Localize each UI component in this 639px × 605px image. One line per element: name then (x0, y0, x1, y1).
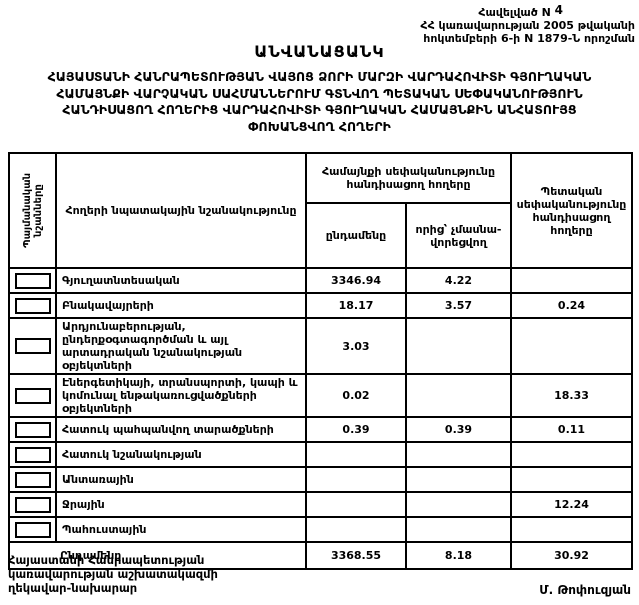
signatory-title-line-2: կառավարության աշխատակազմի (8, 567, 218, 581)
table-row: Գյուղատնտեսական 3346.94 4.22 (8, 267, 633, 294)
designation-cell: Ջրային (55, 491, 307, 518)
table-row: Հատուկ նշանակության (8, 441, 633, 468)
column-header-designation: Հողերի նպատակային նշանակությունը (55, 152, 307, 269)
symbol-cell (8, 317, 57, 375)
table-row: Հատուկ պահպանվող տարածքների 0.39 0.39 0.… (8, 416, 633, 443)
annex-line-3: հոկտեմբերի 6-ի N 1879-Ն որոշման (423, 32, 635, 45)
community-total-cell (305, 441, 407, 468)
community-total-cell (305, 491, 407, 518)
state-cell: 0.24 (510, 292, 633, 319)
symbol-cell (8, 373, 57, 418)
subtitle-line-2: ՀԱՄԱՅՆՔԻ ՎԱՐՉԱԿԱՆ ՍԱՀՄԱՆՆԵՐՈՒՄ ԳՏՆՎՈՂ ՊԵ… (56, 85, 583, 101)
symbol-cell (8, 466, 57, 493)
legend-symbol-box (14, 387, 51, 404)
community-total-cell (305, 466, 407, 493)
legend-symbol-box (14, 338, 51, 354)
designation-cell: Պահուստային (55, 516, 307, 543)
designation-cell: Արդյունաբերության, ընդերքօգտագործման և ա… (55, 317, 307, 375)
nonprivatizable-cell (405, 317, 512, 375)
legend-symbol-box (14, 471, 51, 488)
community-total-cell: 3.03 (305, 317, 407, 375)
nonprivatizable-cell: 4.22 (405, 267, 512, 294)
designation-cell: Հատուկ պահպանվող տարածքների (55, 416, 307, 443)
symbol-cell (8, 516, 57, 543)
legend-symbol-box (14, 421, 51, 438)
nonprivatizable-cell (405, 441, 512, 468)
nonprivatizable-cell: 3.57 (405, 292, 512, 319)
table-row: Էներգետիկայի, տրանսպորտի, կապի և կոմունա… (8, 373, 633, 418)
community-total-cell: 0.39 (305, 416, 407, 443)
signatory-title-line-3: ղեկավար-նախարար (8, 581, 138, 595)
table-row: Բնակավայրերի 18.17 3.57 0.24 (8, 292, 633, 319)
land-allocation-table: Պայմանական նշանները Հողերի նպատակային նշ… (8, 152, 633, 570)
designation-cell: Բնակավայրերի (55, 292, 307, 319)
nonprivatizable-cell (405, 373, 512, 418)
symbols-header-label: Պայմանական նշանները (21, 173, 44, 248)
annex-line-1: Հավելված N 4 (375, 3, 635, 20)
legend-symbol-box (14, 496, 51, 513)
nonprivatizable-cell (405, 516, 512, 543)
document-subtitle: ՀԱՅԱՍՏԱՆԻ ՀԱՆՐԱՊԵՏՈՒԹՅԱՆ ՎԱՅՈՑ ՁՈՐԻ ՄԱՐԶ… (0, 69, 639, 135)
state-cell: 0.11 (510, 416, 633, 443)
annex-line-2: ՀՀ կառավարության 2005 թվականի (420, 19, 635, 32)
legend-symbol-box (14, 297, 51, 314)
community-total-cell (305, 516, 407, 543)
legend-symbol-box (14, 446, 51, 463)
designation-cell: Հատուկ նշանակության (55, 441, 307, 468)
nonprivatizable-header-label: որից՝ չմասնա-վորեցվող (415, 222, 502, 249)
symbol-cell (8, 416, 57, 443)
community-total-cell: 18.17 (305, 292, 407, 319)
total-state-cell: 30.92 (510, 541, 633, 570)
signatory-title-block: Հայաստանի Հանրապետության կառավարության ա… (8, 553, 218, 595)
nonprivatizable-cell (405, 466, 512, 493)
annex-reference: Հավելված N 4 ՀՀ կառավարության 2005 թվակա… (375, 3, 635, 46)
document-title: ԱՆՎԱՆԱՑԱՆԿ (254, 42, 385, 61)
column-header-community-group: Համայնքի սեփականությունը հանդիսացող հողե… (305, 152, 512, 204)
signatory-name: Մ. Թոփուզյան (539, 583, 631, 597)
state-cell: 12.24 (510, 491, 633, 518)
column-header-symbols: Պայմանական նշանները (8, 152, 57, 269)
symbol-cell (8, 292, 57, 319)
signatory-title-line-1: Հայաստանի Հանրապետության (8, 553, 205, 567)
state-cell (510, 441, 633, 468)
title-block: ԱՆՎԱՆԱՑԱՆԿ ՀԱՅԱՍՏԱՆԻ ՀԱՆՐԱՊԵՏՈՒԹՅԱՆ ՎԱՅՈ… (0, 42, 639, 135)
table-total-row: Ընդամենը 3368.55 8.18 30.92 (8, 541, 633, 570)
table-row: Անտառային (8, 466, 633, 493)
symbol-cell (8, 267, 57, 294)
column-header-state: Պետական սեփականությունը հանդիսացող հողեր… (510, 152, 633, 269)
state-cell: 18.33 (510, 373, 633, 418)
designation-cell: Անտառային (55, 466, 307, 493)
annex-number: 4 (554, 3, 563, 17)
table-row: Պահուստային (8, 516, 633, 543)
legend-symbol-box (14, 521, 51, 538)
nonprivatizable-cell (405, 491, 512, 518)
annex-label: Հավելված N (478, 6, 551, 19)
symbol-cell (8, 441, 57, 468)
designation-cell: Էներգետիկայի, տրանսպորտի, կապի և կոմունա… (55, 373, 307, 418)
state-cell (510, 267, 633, 294)
table-row: Արդյունաբերության, ընդերքօգտագործման և ա… (8, 317, 633, 375)
designation-cell: Գյուղատնտեսական (55, 267, 307, 294)
nonprivatizable-cell: 0.39 (405, 416, 512, 443)
table-row: Ջրային 12.24 (8, 491, 633, 518)
state-cell (510, 516, 633, 543)
subtitle-line-4: ՓՈԽԱՆՑՎՈՂ ՀՈՂԵՐԻ (248, 118, 391, 134)
total-label-cell: Ընդամենը (8, 541, 307, 570)
total-nonprivatizable-cell: 8.18 (405, 541, 512, 570)
column-header-community-total: ընդամենը (305, 202, 407, 269)
legend-symbol-box (14, 272, 51, 289)
column-header-nonprivatizable: որից՝ չմասնա-վորեցվող (405, 202, 512, 269)
state-cell (510, 317, 633, 375)
community-total-cell: 3346.94 (305, 267, 407, 294)
subtitle-line-1: ՀԱՅԱՍՏԱՆԻ ՀԱՆՐԱՊԵՏՈՒԹՅԱՆ ՎԱՅՈՑ ՁՈՐԻ ՄԱՐԶ… (47, 69, 592, 84)
subtitle-line-3: ՀԱՆԴԻՍԱՑՈՂ ՀՈՂԵՐԻՑ ՎԱՐԴԱՀՈՎԻՏԻ ԳՅՈՒՂԱԿԱՆ… (62, 102, 577, 117)
community-total-cell: 0.02 (305, 373, 407, 418)
total-community-cell: 3368.55 (305, 541, 407, 570)
state-cell (510, 466, 633, 493)
symbol-cell (8, 491, 57, 518)
